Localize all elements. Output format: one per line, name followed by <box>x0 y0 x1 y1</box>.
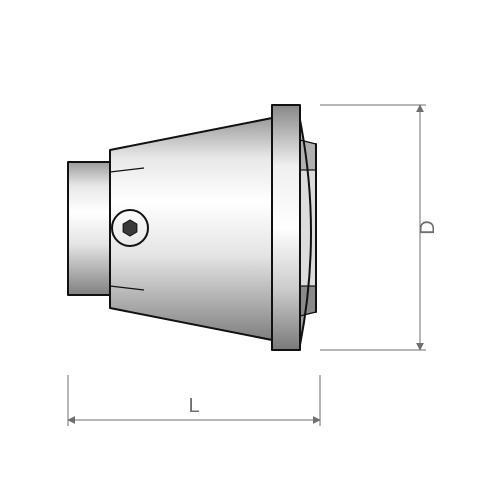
collet-part <box>68 105 316 350</box>
dimension-length: L <box>68 375 320 426</box>
technical-drawing: L D <box>0 0 500 500</box>
hex-socket-icon <box>123 220 137 236</box>
diagram-stage: L D <box>0 0 500 500</box>
dimension-length-label: L <box>188 395 199 417</box>
dimension-diameter: D <box>320 105 439 350</box>
dimension-diameter-label: D <box>417 220 439 234</box>
